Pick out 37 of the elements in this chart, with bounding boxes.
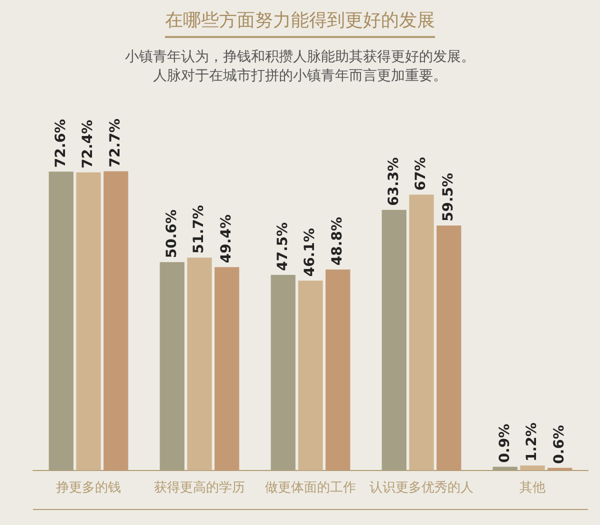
data-label: 67% — [413, 157, 430, 191]
bar — [48, 172, 74, 470]
bar — [187, 258, 212, 470]
bar — [520, 465, 545, 470]
bar — [326, 270, 350, 470]
data-label: 0.9% — [496, 424, 513, 463]
data-label: 72.4% — [80, 120, 96, 168]
data-label: 0.6% — [552, 425, 568, 464]
bar — [214, 267, 240, 470]
data-label: 63.3% — [386, 157, 402, 206]
bar — [104, 171, 128, 470]
data-label: 72.7% — [108, 118, 124, 168]
bar — [298, 280, 323, 470]
data-label: 1.2% — [524, 422, 540, 462]
chart-subtitle: 小镇青年认为，挣钱和积攒人脉能助其获得更好的发展。 — [124, 48, 476, 67]
bar — [492, 466, 518, 470]
chart-title: 在哪些方面努力能得到更好的发展 — [165, 8, 435, 38]
data-label: 46.1% — [302, 228, 318, 277]
data-label: 59.5% — [440, 172, 457, 222]
x-tick-label: 挣更多的钱 — [56, 480, 121, 496]
data-label: 72.6% — [52, 119, 69, 168]
bar — [270, 274, 296, 470]
data-label: 47.5% — [274, 222, 291, 271]
data-label: 50.6% — [164, 210, 180, 258]
data-label: 49.4% — [218, 214, 235, 264]
bar — [409, 194, 434, 470]
x-tick-label: 做更体面的工作 — [265, 480, 356, 496]
bar — [76, 172, 101, 470]
x-tick-label: 其他 — [520, 480, 546, 496]
x-tick-label: 认识更多优秀的人 — [370, 480, 474, 496]
data-label: 48.8% — [330, 216, 346, 266]
data-label: 51.7% — [191, 205, 208, 254]
bar — [436, 226, 462, 470]
x-tick-label: 获得更高的学历 — [154, 480, 245, 496]
text: 人脉对于在城市打拼的小镇青年而言更加重要。 — [152, 67, 448, 86]
bar — [382, 210, 406, 470]
bar — [160, 262, 184, 470]
